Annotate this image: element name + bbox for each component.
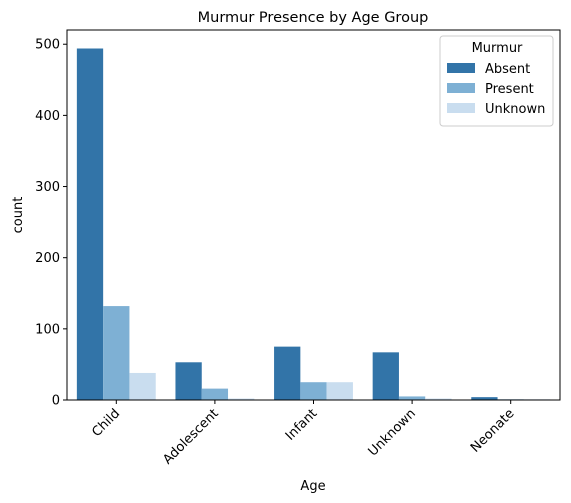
bar-child-absent: [76, 48, 104, 400]
legend-swatch-unknown: [447, 103, 475, 113]
x-tick-label-neonate: Neonate: [468, 406, 517, 455]
y-tick-label: 300: [35, 180, 60, 195]
bar-unknown-unknown: [425, 398, 452, 400]
legend-items: Absent Present Unknown: [447, 62, 545, 117]
bar-neonate-absent: [471, 397, 498, 400]
y-tick-label: 500: [35, 38, 60, 53]
legend: Murmur Absent Present Unknown: [439, 35, 554, 127]
x-tick-label-child: Child: [89, 406, 123, 440]
x-tick-label-unknown: Unknown: [366, 406, 419, 459]
legend-label-absent: Absent: [485, 62, 530, 77]
y-axis-label: count: [11, 197, 26, 234]
bar-child-unknown: [129, 372, 156, 400]
legend-label-unknown: Unknown: [485, 102, 545, 117]
legend-label-present: Present: [485, 82, 534, 97]
bar-infant-absent: [274, 346, 301, 400]
x-axis-label: Age: [300, 479, 325, 494]
bar-child-present: [103, 306, 130, 400]
y-tick-label: 0: [52, 394, 60, 409]
legend-swatch-absent: [447, 63, 475, 73]
y-tick-label: 200: [35, 251, 60, 266]
bar-unknown-present: [398, 396, 426, 400]
bar-infant-unknown: [326, 382, 353, 400]
x-tick-label-infant: Infant: [283, 406, 320, 443]
bars-group: [76, 48, 551, 400]
bar-adolescent-present: [201, 388, 229, 400]
bar-infant-present: [300, 382, 327, 400]
x-tick-label-adolescent: Adolescent: [160, 406, 221, 467]
x-axis: Child Adolescent Infant Unknown Neonate: [89, 400, 518, 468]
bar-unknown-absent: [372, 352, 399, 400]
y-tick-label: 400: [35, 109, 60, 124]
legend-swatch-present: [447, 83, 475, 93]
chart-title: Murmur Presence by Age Group: [198, 10, 429, 26]
bar-adolescent-absent: [175, 362, 202, 400]
y-tick-label: 100: [35, 322, 60, 337]
bar-adolescent-unknown: [228, 398, 255, 400]
y-axis: 0 100 200 300 400 500: [35, 38, 67, 409]
legend-title: Murmur: [472, 41, 523, 56]
